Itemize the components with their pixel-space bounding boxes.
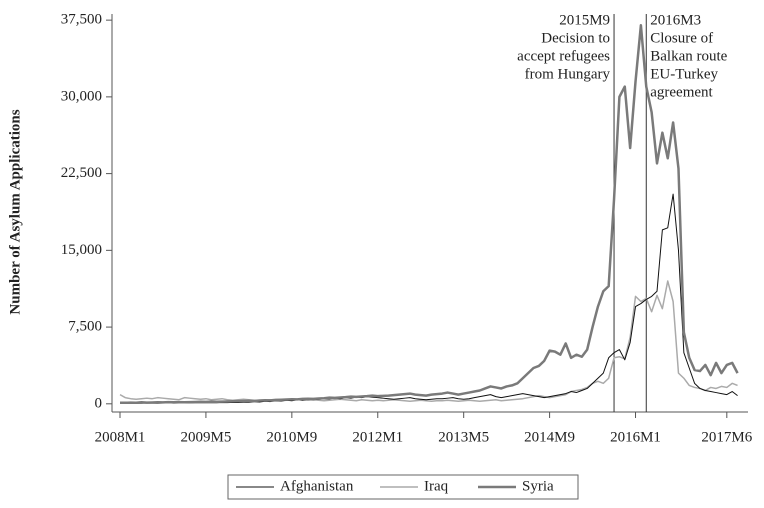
annotation-text: Balkan route <box>650 48 727 64</box>
legend-label: Iraq <box>424 478 449 494</box>
y-tick-label: 7,500 <box>68 319 102 335</box>
x-tick-label: 2009M5 <box>180 429 231 445</box>
annotation-text: accept refugees <box>517 48 610 64</box>
x-tick-label: 2010M9 <box>266 429 317 445</box>
x-tick-label: 2013M5 <box>438 429 489 445</box>
x-tick-label: 2012M1 <box>352 429 403 445</box>
y-tick-label: 0 <box>95 395 103 411</box>
x-tick-label: 2017M6 <box>701 429 752 445</box>
annotation-text: Decision to <box>541 30 610 46</box>
annotation-text: Closure of <box>650 30 713 46</box>
series-line <box>119 280 738 403</box>
series-line <box>120 24 739 405</box>
x-tick-label: 2008M1 <box>95 429 146 445</box>
y-tick-label: 15,000 <box>61 242 102 258</box>
annotation-text: agreement <box>650 84 713 100</box>
x-tick-label: 2016M1 <box>610 429 661 445</box>
annotation-text: 2015M9 <box>559 12 610 28</box>
annotation-text: EU-Turkey <box>650 66 718 82</box>
y-tick-label: 30,000 <box>61 88 102 104</box>
legend-box <box>227 474 579 500</box>
annotation-text: from Hungary <box>525 66 611 82</box>
y-axis-label: Number of Asylum Applications <box>7 109 23 314</box>
y-tick-label: 37,500 <box>61 12 102 28</box>
legend-label: Syria <box>522 478 554 494</box>
y-tick-label: 22,500 <box>61 165 102 181</box>
x-tick-label: 2014M9 <box>524 429 575 445</box>
annotation-text: 2016M3 <box>650 12 701 28</box>
legend-label: Afghanistan <box>280 478 354 494</box>
